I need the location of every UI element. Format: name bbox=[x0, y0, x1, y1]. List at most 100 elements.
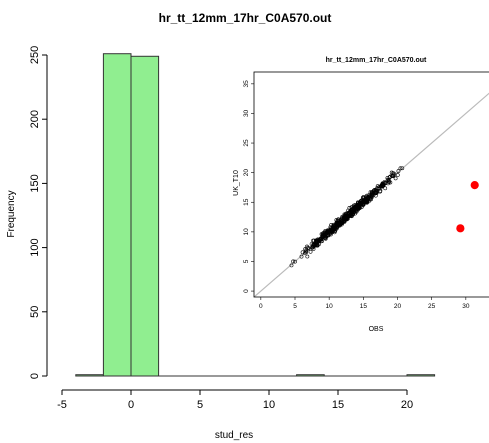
inset-point bbox=[320, 239, 324, 244]
inset-outlier-point bbox=[456, 224, 465, 233]
inset-y-tick-label: 35 bbox=[243, 80, 250, 88]
histogram-y-tick-label: 150 bbox=[29, 174, 41, 192]
inset-point bbox=[346, 213, 351, 218]
inset-point bbox=[289, 263, 294, 268]
inset-point bbox=[357, 203, 362, 208]
inset-scatter-chart: hr_tt_12mm_17hr_C0A570.out 0 5 10 15 20 25 30 … bbox=[230, 50, 489, 342]
inset-point bbox=[315, 242, 320, 247]
inset-plot-frame bbox=[253, 71, 489, 298]
inset-y-axis: 0 5 10 15 20 25 30 35 bbox=[243, 80, 254, 293]
histogram-y-tick-label: 250 bbox=[29, 46, 41, 64]
inset-y-tick-label: 5 bbox=[243, 259, 250, 263]
histogram-bar bbox=[130, 55, 160, 377]
inset-point bbox=[323, 234, 328, 239]
histogram-y-tick-label: 200 bbox=[29, 110, 41, 128]
inset-y-tick-label: 10 bbox=[243, 228, 250, 236]
inset-x-tick-label: 5 bbox=[293, 303, 297, 310]
inset-point bbox=[319, 236, 324, 241]
inset-x-label: OBS bbox=[369, 326, 384, 333]
inset-x-tick-label: 25 bbox=[428, 303, 436, 310]
inset-x-tick-label: 30 bbox=[462, 303, 470, 310]
inset-point bbox=[393, 176, 398, 181]
inset-point bbox=[320, 232, 325, 237]
inset-x-tick-label: 10 bbox=[326, 303, 334, 310]
inset-point bbox=[330, 225, 335, 229]
inset-point bbox=[388, 174, 393, 179]
inset-point bbox=[395, 173, 400, 177]
inset-point bbox=[340, 216, 344, 220]
inset-point bbox=[382, 180, 387, 184]
inset-point bbox=[370, 190, 375, 195]
inset-outliers bbox=[456, 180, 479, 233]
inset-y-tick-label: 30 bbox=[243, 109, 250, 117]
inset-point bbox=[351, 206, 356, 211]
inset-y-tick-label: 20 bbox=[243, 169, 250, 177]
histogram-title: hr_tt_12mm_17hr_C0A570.out bbox=[159, 11, 332, 25]
inset-point bbox=[381, 183, 386, 188]
inset-point bbox=[348, 209, 353, 214]
inset-point bbox=[379, 184, 384, 189]
inset-title: hr_tt_12mm_17hr_C0A570.out bbox=[326, 57, 427, 64]
histogram-bar bbox=[102, 53, 132, 377]
inset-point bbox=[338, 222, 343, 227]
inset-point bbox=[398, 166, 403, 171]
inset-point bbox=[323, 236, 328, 241]
inset-point bbox=[329, 231, 334, 235]
inset-point bbox=[299, 254, 304, 259]
inset-point bbox=[355, 207, 360, 212]
inset-y-tick-label: 0 bbox=[243, 289, 250, 293]
inset-point bbox=[322, 231, 327, 235]
inset-point bbox=[360, 195, 365, 200]
inset-point bbox=[308, 249, 313, 254]
inset-point bbox=[291, 259, 296, 264]
inset-point bbox=[304, 249, 309, 253]
histogram-bar bbox=[296, 374, 325, 377]
histogram-y-label: Frequency bbox=[6, 190, 17, 237]
histogram-chart: hr_tt_12mm_17hr_C0A570.out -5 0 5 10 15 20 0 5… bbox=[6, 11, 436, 441]
histogram-x-tick-label: 10 bbox=[263, 399, 275, 411]
histogram-y-tick-label: 0 bbox=[29, 373, 41, 379]
inset-point bbox=[344, 216, 348, 221]
histogram-x-tick-label: -5 bbox=[57, 399, 67, 411]
inset-point bbox=[392, 171, 396, 176]
inset-point bbox=[365, 196, 370, 201]
inset-point bbox=[347, 206, 352, 210]
inset-point bbox=[369, 190, 374, 195]
inset-point bbox=[342, 216, 347, 221]
inset-y-tick-label: 25 bbox=[243, 139, 250, 147]
histogram-x-tick-label: 5 bbox=[197, 399, 203, 411]
inset-point bbox=[323, 229, 327, 234]
inset-frame-rect bbox=[253, 71, 489, 298]
inset-x-tick-label: 20 bbox=[394, 303, 402, 310]
inset-point bbox=[311, 243, 315, 247]
inset-point bbox=[315, 238, 320, 243]
histogram-x-axis: -5 0 5 10 15 20 bbox=[57, 389, 413, 411]
inset-point bbox=[305, 254, 310, 259]
inset-y-tick-label: 15 bbox=[243, 198, 250, 206]
inset-point bbox=[338, 219, 343, 224]
inset-point bbox=[386, 178, 391, 183]
inset-y-label: UK_T10 bbox=[233, 170, 240, 196]
inset-point bbox=[383, 186, 388, 191]
inset-point bbox=[381, 181, 386, 186]
inset-background bbox=[230, 50, 489, 342]
histogram-x-tick-label: 15 bbox=[332, 399, 344, 411]
inset-outlier-point bbox=[470, 180, 479, 190]
inset-point bbox=[391, 173, 396, 177]
inset-point bbox=[317, 238, 322, 243]
inset-point bbox=[360, 199, 364, 204]
inset-point bbox=[300, 250, 305, 255]
histogram-x-label: stud_res bbox=[215, 430, 253, 441]
inset-point bbox=[329, 229, 333, 234]
inset-x-tick-label: 0 bbox=[259, 303, 263, 310]
inset-point bbox=[293, 259, 297, 264]
inset-point bbox=[334, 221, 339, 225]
histogram-bars bbox=[75, 53, 436, 377]
histogram-x-tick-label: 20 bbox=[401, 399, 413, 411]
inset-points bbox=[289, 166, 405, 268]
inset-point bbox=[396, 169, 401, 173]
inset-point bbox=[400, 166, 405, 171]
inset-point bbox=[354, 204, 358, 208]
inset-x-tick-label: 15 bbox=[360, 303, 368, 310]
